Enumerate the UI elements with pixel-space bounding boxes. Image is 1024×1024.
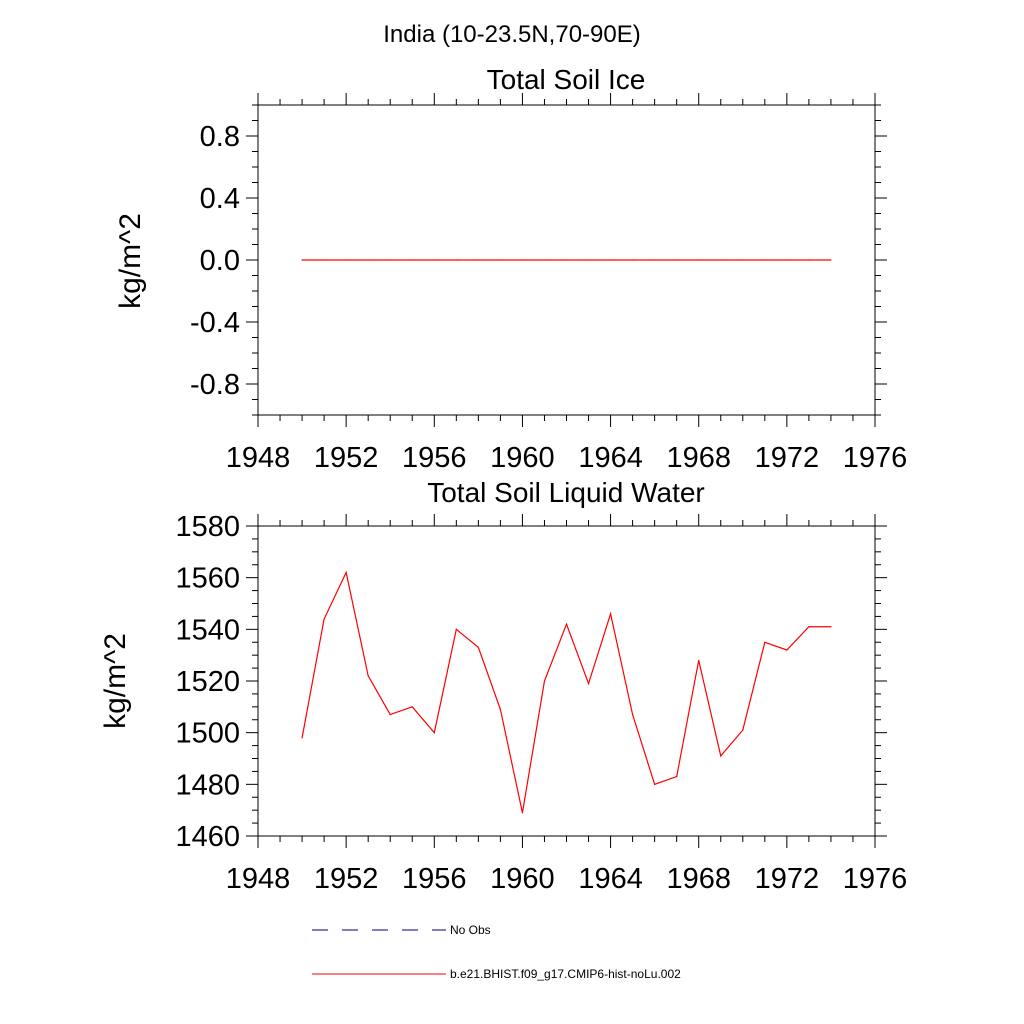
y-tick-label: 0.0	[200, 245, 240, 277]
data-point	[764, 259, 766, 261]
y-axis-label: kg/m^2	[114, 213, 147, 309]
y-tick-label: 1560	[175, 563, 240, 595]
data-point	[742, 259, 744, 261]
data-point	[632, 713, 634, 716]
x-tick-label: 1952	[314, 442, 379, 474]
data-point	[411, 259, 413, 261]
data-point	[433, 732, 435, 734]
data-point	[301, 737, 303, 739]
data-point	[367, 259, 369, 261]
panel-title: Total Soil Ice	[487, 64, 646, 95]
data-point	[301, 259, 303, 261]
x-tick-label: 1968	[666, 863, 731, 895]
data-point	[676, 259, 678, 261]
data-point	[323, 259, 325, 261]
data-point	[609, 613, 612, 615]
panel-total-soil-ice: Total Soil Ice kg/m^2 1948 1952 1956 1960 19…	[114, 64, 907, 474]
data-point	[521, 812, 524, 814]
x-tick-label: 1976	[843, 442, 908, 474]
data-point	[499, 708, 501, 711]
data-point	[830, 259, 832, 261]
x-tick-label: 1948	[226, 863, 291, 895]
data-point	[389, 259, 391, 261]
data-point	[654, 259, 656, 261]
x-tick-label: 1976	[843, 863, 908, 895]
data-point	[742, 729, 744, 731]
data-point	[433, 259, 435, 261]
y-tick-label: 0.4	[200, 183, 240, 215]
y-tick-label: 1540	[175, 614, 240, 646]
data-point	[632, 259, 634, 261]
panel-title: Total Soil Liquid Water	[427, 477, 705, 508]
data-point	[477, 646, 479, 649]
x-tick-label: 1956	[402, 863, 467, 895]
y-axis-label: kg/m^2	[99, 633, 132, 729]
x-tick-label: 1952	[314, 863, 379, 895]
data-point	[565, 259, 568, 261]
data-point	[345, 259, 347, 261]
data-point	[698, 659, 700, 661]
data-point	[808, 626, 810, 628]
data-point	[609, 259, 612, 261]
x-tick-label: 1948	[226, 442, 291, 474]
x-tick-label: 1972	[755, 442, 820, 474]
plot-frame	[257, 525, 876, 837]
y-tick-label: 1580	[175, 511, 240, 543]
x-tick-label: 1956	[402, 442, 467, 474]
data-point	[411, 706, 413, 708]
data-point	[764, 641, 766, 643]
series-line	[301, 570, 831, 813]
y-tick-label: 1480	[175, 769, 240, 801]
figure-title: India (10-23.5N,70-90E)	[383, 21, 640, 48]
data-point	[323, 618, 325, 620]
y-tick-label: 1520	[175, 666, 240, 698]
data-point	[477, 259, 479, 261]
y-tick-label: -0.8	[190, 369, 240, 401]
panel-total-soil-liquid-water: Total Soil Liquid Water kg/m^2 1948 1952 1…	[99, 477, 907, 895]
x-tick-label: 1964	[578, 863, 643, 895]
data-point	[367, 675, 369, 677]
data-point	[808, 259, 810, 261]
data-point	[786, 649, 788, 651]
data-point	[720, 755, 722, 757]
data-point	[455, 628, 457, 630]
data-point	[345, 571, 347, 574]
x-tick-label: 1968	[666, 442, 731, 474]
x-tick-label: 1972	[755, 863, 820, 895]
data-point	[676, 775, 678, 778]
y-tick-label: -0.4	[190, 307, 240, 339]
data-point	[720, 259, 722, 261]
data-point	[698, 259, 700, 261]
data-point	[543, 259, 546, 261]
x-tick-label: 1964	[578, 442, 643, 474]
y-tick-label: 1460	[175, 821, 240, 853]
data-point	[543, 680, 546, 682]
data-point	[587, 682, 590, 685]
data-point	[830, 626, 832, 628]
x-tick-label: 1960	[490, 442, 555, 474]
y-tick-label: 0.8	[200, 121, 240, 153]
y-tick-label: 1500	[175, 718, 240, 750]
data-point	[587, 259, 590, 261]
legend: No Obs b.e21.BHIST.f09_g17.CMIP6-hist-no…	[312, 923, 681, 981]
data-point	[565, 623, 568, 625]
legend-label-model: b.e21.BHIST.f09_g17.CMIP6-hist-noLu.002	[450, 967, 681, 981]
data-point	[521, 259, 524, 261]
data-point	[786, 259, 788, 261]
x-tick-label: 1960	[490, 863, 555, 895]
legend-label-no-obs: No Obs	[450, 923, 491, 937]
data-point	[654, 783, 656, 785]
data-point	[499, 259, 501, 261]
data-point	[389, 713, 391, 716]
data-point	[455, 259, 457, 261]
